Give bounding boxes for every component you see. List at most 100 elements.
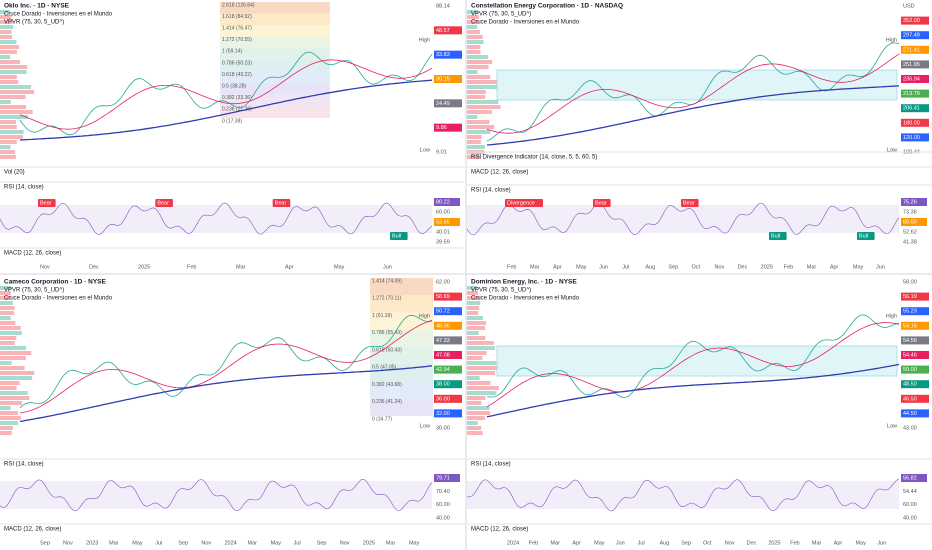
fib-zone <box>220 83 330 95</box>
time-label: Nov <box>715 264 725 270</box>
moving-average <box>19 59 433 130</box>
fib-zone <box>220 13 330 26</box>
volume-profile-bar <box>467 140 481 144</box>
volume-profile-bar <box>0 140 17 144</box>
moving-average <box>486 85 900 146</box>
signal-tag <box>38 199 56 207</box>
time-label: Feb <box>507 264 516 270</box>
volume-profile-bar <box>0 291 11 295</box>
price-tag <box>901 118 929 127</box>
time-label: Apr <box>572 540 581 546</box>
price-label: 54.58 <box>903 338 917 344</box>
chart-title: Dominion Energy, Inc. · 1D · NYSE <box>471 279 577 286</box>
price-line <box>19 314 433 409</box>
time-label: May <box>855 540 866 546</box>
price-label: 9.86 <box>436 125 447 131</box>
volume-profile-bar <box>467 25 478 29</box>
volume-profile-bar <box>467 321 487 325</box>
price-tag <box>901 104 929 113</box>
moving-average <box>486 53 900 134</box>
price-label: 297.49 <box>903 33 920 39</box>
volume-profile-bar <box>467 40 484 44</box>
rsi-band <box>0 481 432 509</box>
low-label: Low <box>420 423 430 429</box>
volume-profile-bar <box>467 35 483 39</box>
price-tag <box>901 351 929 359</box>
price-tag <box>434 50 462 59</box>
indicator-label: VPVR (75, 30, 5_UD^) <box>4 20 64 26</box>
time-label: Nov <box>40 264 50 270</box>
price-label: 251.95 <box>903 62 920 68</box>
fib-zone <box>370 398 433 416</box>
rsi-label: 70.40 <box>436 489 450 495</box>
volume-profile-bar <box>467 80 500 84</box>
time-label: Mar <box>807 264 817 270</box>
rsi-label: 40.00 <box>436 515 450 521</box>
time-label: Mar <box>386 540 396 546</box>
volume-profile-bar <box>0 75 17 79</box>
time-label: Apr <box>285 264 294 270</box>
volume-profile-bar <box>467 85 499 89</box>
fib-zone <box>370 278 433 296</box>
price-tag <box>434 99 462 108</box>
chart-panel: 1.414 (74.09) 1.272 (70.11) 1 (61.39) 0.786… <box>0 278 465 546</box>
volume-profile-bar <box>0 386 17 390</box>
fib-label: 0.382 (43.68) <box>372 382 402 388</box>
volume-profile-bar <box>0 296 11 300</box>
low-label: Low <box>887 423 897 429</box>
time-label: 2023 <box>86 540 98 546</box>
rsi-label: 40.01 <box>436 229 450 235</box>
time-label: Oct <box>691 264 700 270</box>
time-label: May <box>853 264 864 270</box>
volume-profile-bar <box>467 371 496 375</box>
volume-profile-bar <box>467 306 480 310</box>
price-label: 56.19 <box>903 294 917 300</box>
volume-profile-bar <box>467 411 491 415</box>
price-label: 30.00 <box>436 425 450 431</box>
chart-title: Constellation Energy Corporation · 1D · … <box>471 3 623 10</box>
volume-profile-bar <box>467 351 487 355</box>
volume-profile-bar <box>0 90 35 94</box>
rsi-tag <box>434 218 460 226</box>
time-label: May <box>409 540 420 546</box>
price-label: 271.41 <box>903 47 920 53</box>
time-label: Apr <box>830 264 839 270</box>
volume-profile-bar <box>467 90 486 94</box>
indicator-label: VPVR (75, 30, 5_UD^) <box>471 12 531 18</box>
rsi-line <box>466 479 900 512</box>
rsi-tag <box>901 198 927 206</box>
chart-title: Cameco Corporation · 1D · NYSE <box>4 279 107 286</box>
chart-panel: Dominion Energy, Inc. · 1D · NYSE VPVR (7… <box>466 279 932 546</box>
volume-profile-bar <box>0 55 11 59</box>
price-label: 48.50 <box>903 382 917 388</box>
rsi-tag <box>901 218 927 226</box>
rsi-tag <box>901 474 927 482</box>
fib-zone <box>370 364 433 382</box>
moving-average <box>19 365 433 423</box>
price-line <box>486 314 900 398</box>
price-label: 48.00 <box>436 323 450 329</box>
fib-label: 0.5 (38.28) <box>222 84 247 90</box>
high-label: High <box>886 313 897 319</box>
volume-profile-bar <box>0 15 12 19</box>
rsi-line <box>466 202 900 236</box>
volume-profile-bar <box>467 291 479 295</box>
time-label: 2025 <box>761 264 773 270</box>
time-label: May <box>271 540 282 546</box>
fib-label: 1.272 (70.55) <box>222 37 252 43</box>
price-label: 62.00 <box>436 279 450 285</box>
volume-profile-bar <box>0 110 33 114</box>
fib-zone <box>220 60 330 72</box>
signal-tag <box>505 199 543 207</box>
rsi-line <box>0 478 433 512</box>
time-label: Nov <box>63 540 73 546</box>
volume-profile-bar <box>0 125 17 129</box>
rsi-band <box>467 481 899 509</box>
fib-zone <box>220 48 330 60</box>
volume-profile-bar <box>0 100 11 104</box>
time-label: Jun <box>383 264 392 270</box>
price-label: 58.00 <box>903 279 917 285</box>
time-label: Sep <box>178 540 188 546</box>
time-label: Mar <box>248 540 258 546</box>
